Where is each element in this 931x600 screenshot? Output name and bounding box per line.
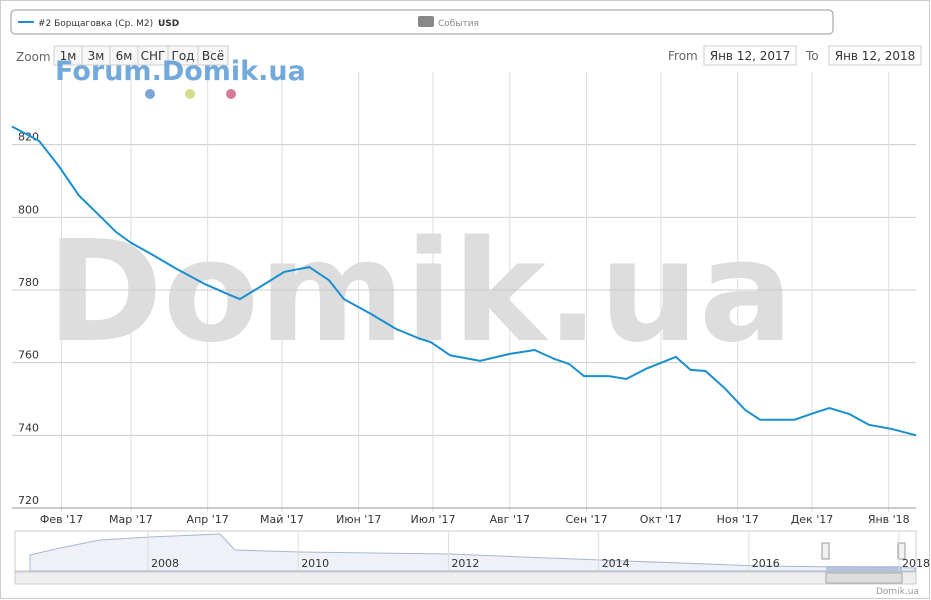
events-label[interactable]: События [438, 19, 479, 29]
zoom-button[interactable] [197, 45, 229, 66]
y-tick-label: 780 [18, 276, 39, 289]
series-line [11, 125, 917, 437]
x-tick-label: Фев '17 [40, 513, 83, 526]
events-swatch [418, 16, 434, 27]
navigator-handle[interactable] [821, 542, 830, 560]
x-tick-label: Июн '17 [336, 513, 381, 526]
navigator-year: 2014 [602, 557, 630, 570]
zoom-button-label[interactable]: Год [172, 49, 195, 63]
to-label: To [805, 49, 819, 63]
navigator-year: 2016 [752, 557, 780, 570]
x-tick-label: Мар '17 [109, 513, 153, 526]
scrollbar[interactable] [14, 571, 917, 585]
zoom-button-label[interactable]: 1м [60, 49, 77, 63]
y-tick-label: 740 [18, 421, 39, 434]
dot [145, 89, 155, 99]
zoom-button-label[interactable]: 6м [116, 49, 133, 63]
legend-unit: USD [158, 19, 179, 29]
overlay-text: Forum.Domik.ua [55, 56, 306, 87]
zoom-button-label[interactable]: 3м [88, 49, 105, 63]
y-tick-label: 800 [18, 203, 39, 216]
dot [185, 89, 195, 99]
scrollbar-thumb[interactable] [825, 572, 903, 584]
navigator-year: 2018 [902, 557, 930, 570]
x-tick-label: Авг '17 [490, 513, 530, 526]
navigator-year: 2012 [451, 557, 479, 570]
zoom-button-label[interactable]: СНГ [141, 49, 166, 63]
y-tick-label: 720 [18, 494, 39, 507]
dot [226, 89, 236, 99]
x-tick-label: Апр '17 [187, 513, 229, 526]
navigator-year: 2010 [301, 557, 329, 570]
credits[interactable]: Domik.ua [876, 587, 919, 597]
navigator-window[interactable] [826, 566, 902, 571]
from-value[interactable]: Янв 12, 2017 [710, 49, 791, 63]
zoom-button-label[interactable]: Всё [202, 49, 224, 63]
from-input[interactable] [703, 45, 797, 66]
x-tick-label: Окт '17 [640, 513, 682, 526]
to-value[interactable]: Янв 12, 2018 [835, 49, 916, 63]
x-tick-label: Янв '18 [868, 513, 910, 526]
navigator-handle[interactable] [897, 542, 906, 560]
x-tick-label: Май '17 [260, 513, 304, 526]
x-tick-label: Сен '17 [566, 513, 608, 526]
x-tick-label: Ноя '17 [717, 513, 759, 526]
zoom-label: Zoom [16, 50, 51, 64]
x-tick-label: Июл '17 [411, 513, 456, 526]
legend-label[interactable]: #2 Борщаговка (Ср. М2) [38, 19, 153, 29]
y-tick-label: 820 [18, 131, 39, 144]
from-label: From [668, 49, 698, 63]
navigator-area [29, 533, 916, 572]
navigator-year: 2008 [151, 557, 179, 570]
x-tick-label: Дек '17 [791, 513, 834, 526]
y-tick-label: 760 [18, 349, 39, 362]
watermark: Domik.ua [47, 211, 794, 374]
to-input[interactable] [828, 45, 922, 66]
